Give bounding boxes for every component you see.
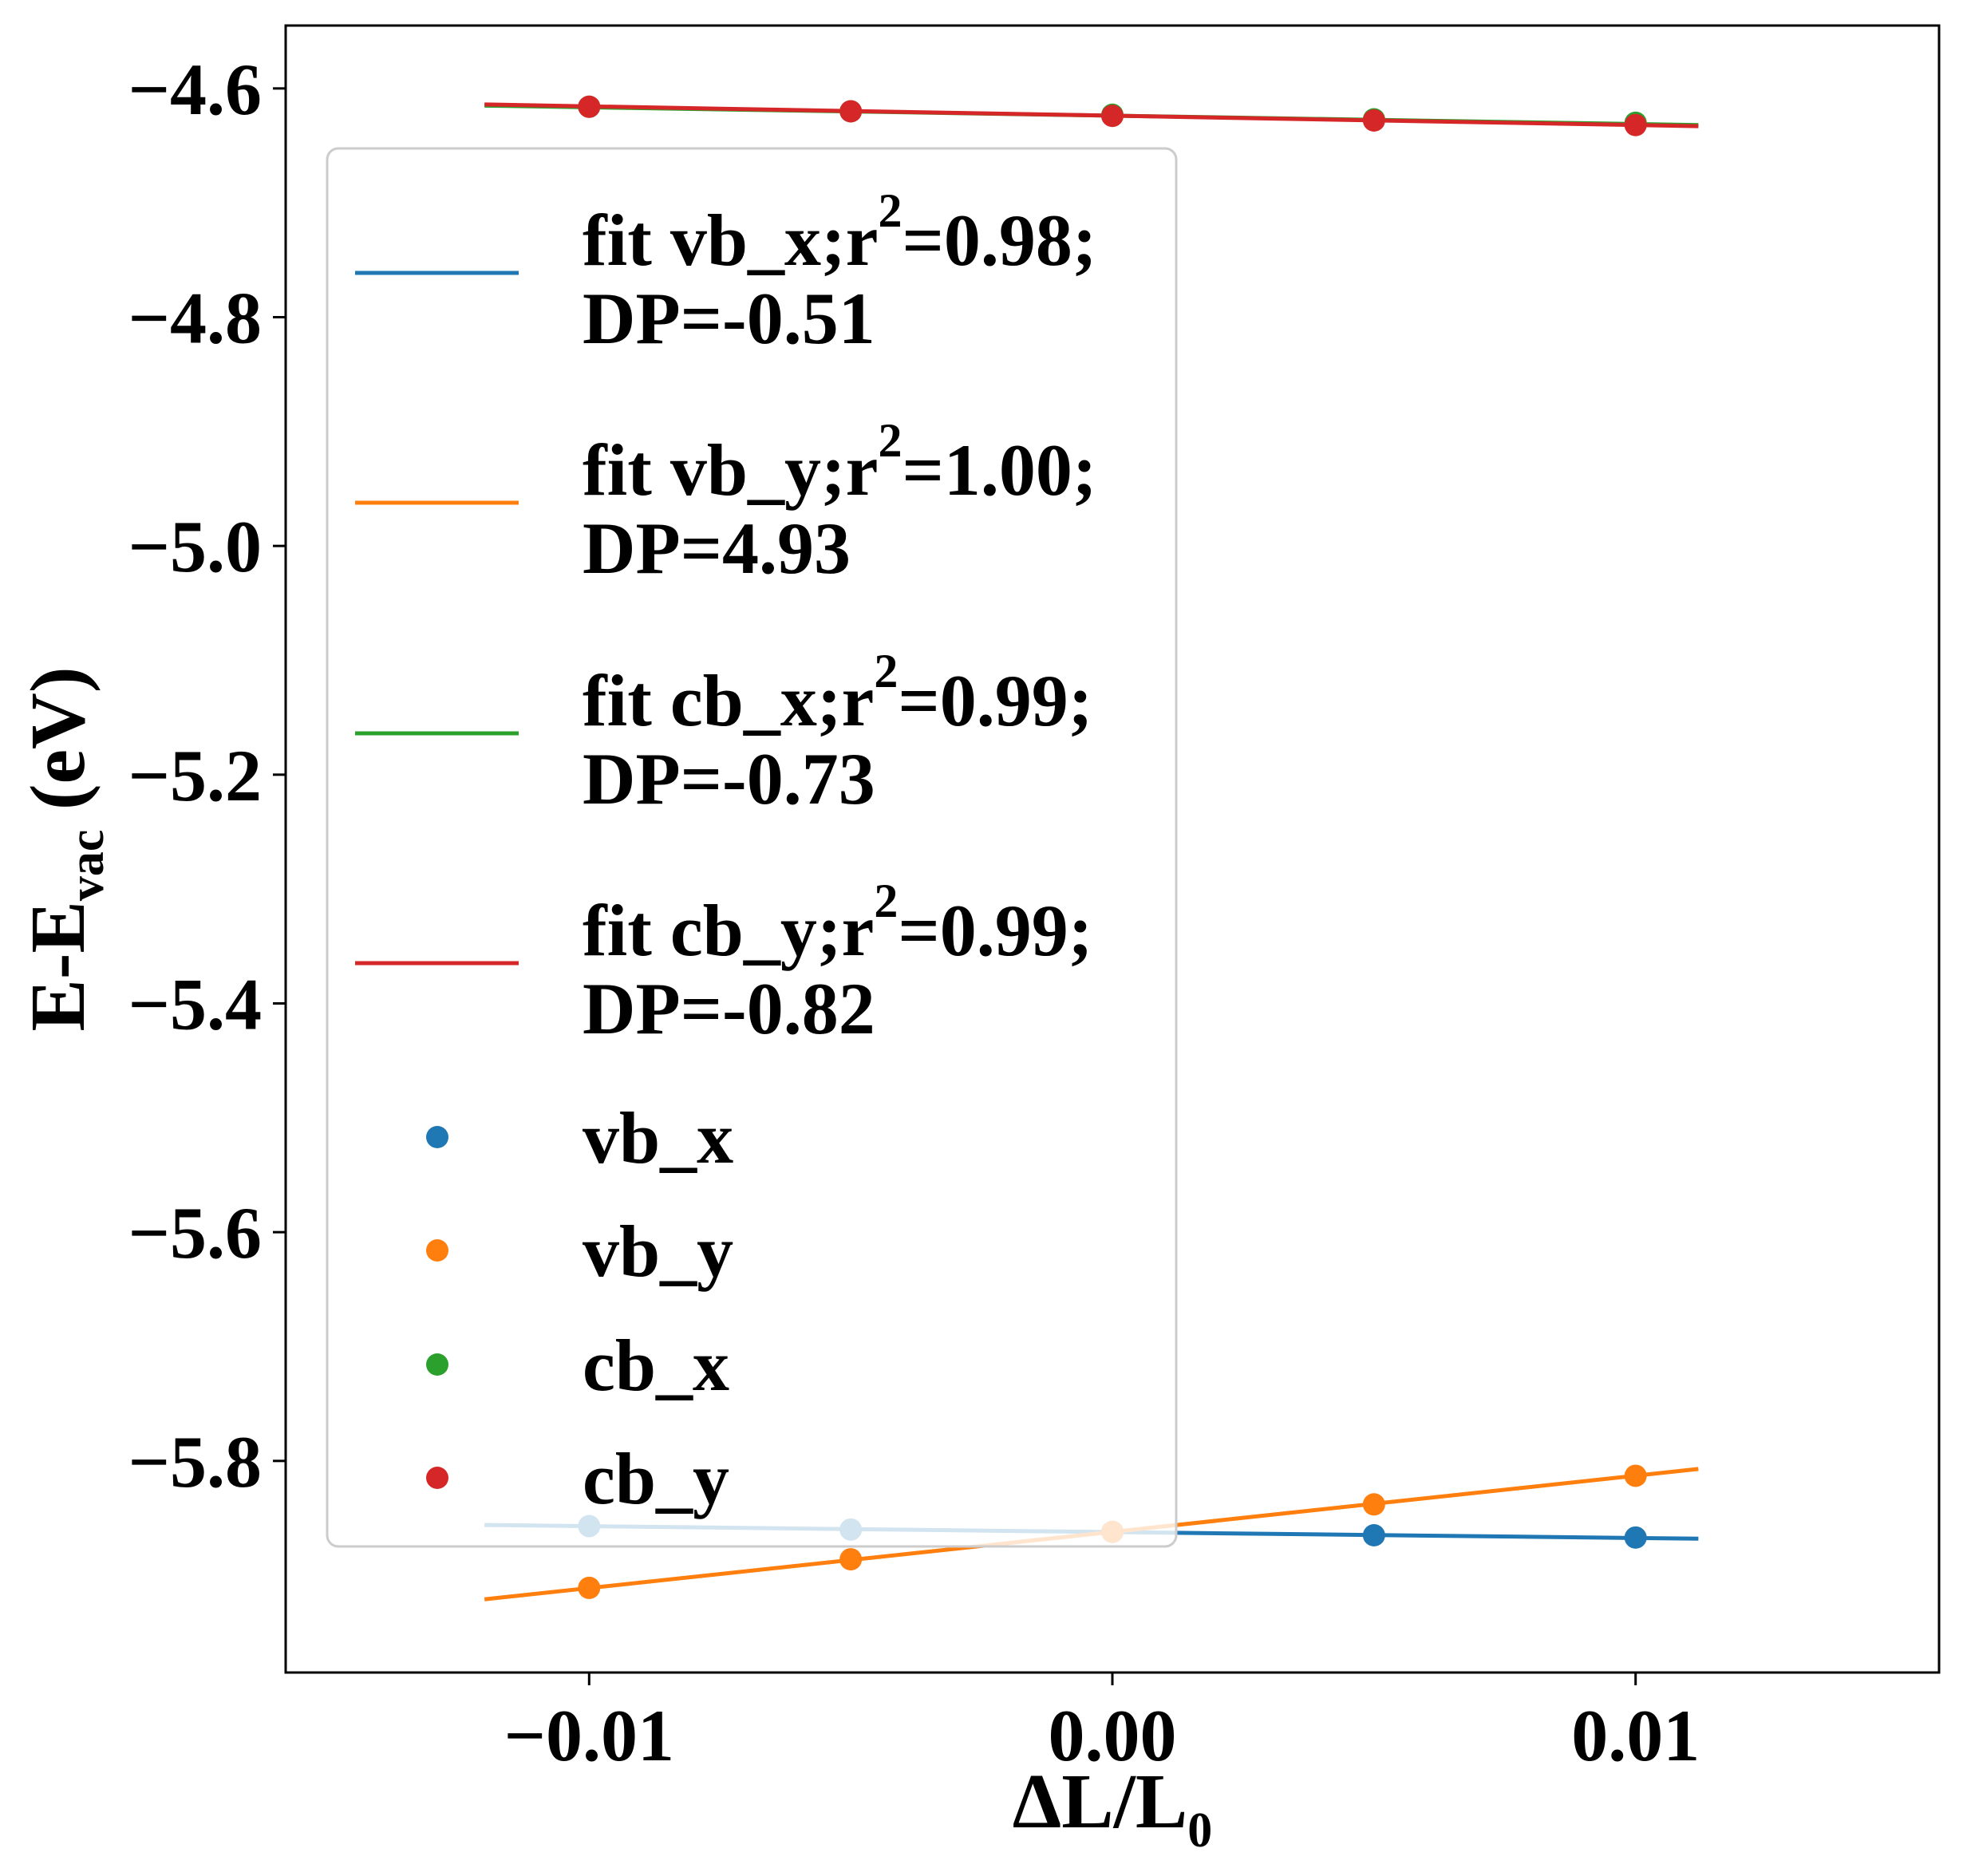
data-point-vb_y — [1362, 1493, 1385, 1516]
x-tick-label: 0.00 — [1049, 1695, 1177, 1776]
legend-dp-label-cb_y: DP=-0.82 — [583, 968, 875, 1049]
x-tick-label: 0.01 — [1571, 1695, 1700, 1776]
x-axis-title: ΔL/L0 — [1013, 1759, 1212, 1858]
legend-label-cb_x: cb_x — [583, 1325, 729, 1406]
legend-marker-cb_y — [426, 1467, 448, 1489]
y-axis-title: E-Evac (eV) — [15, 667, 114, 1032]
fit-line-cb_y — [484, 102, 1699, 128]
legend-label-vb_y: vb_y — [583, 1211, 733, 1292]
data-point-cb_y — [1624, 113, 1647, 136]
data-point-vb_y — [839, 1548, 863, 1571]
y-tick-label: −5.6 — [128, 1192, 262, 1274]
legend-fit-label-vb_x: fit vb_x;r2=0.98; — [583, 184, 1097, 281]
y-tick-label: −5.4 — [128, 964, 262, 1045]
legend-marker-cb_x — [426, 1353, 448, 1376]
x-tick-label: −0.01 — [504, 1695, 674, 1776]
legend-dp-label-vb_y: DP=4.93 — [583, 508, 851, 589]
y-tick-label: −5.0 — [128, 506, 262, 587]
legend-fit-label-cb_x: fit cb_x;r2=0.99; — [583, 645, 1092, 741]
data-point-cb_y — [578, 95, 601, 118]
data-point-vb_y — [1624, 1464, 1647, 1487]
data-point-cb_y — [1101, 105, 1124, 128]
data-point-vb_x — [1362, 1524, 1385, 1546]
y-tick-label: −5.2 — [128, 735, 262, 816]
y-tick-label: −4.8 — [128, 278, 262, 359]
legend-dp-label-vb_x: DP=-0.51 — [583, 278, 875, 359]
legend-label-cb_y: cb_y — [583, 1438, 729, 1519]
legend: fit vb_x;r2=0.98;DP=-0.51 fit vb_y;r2=1.0… — [326, 147, 1178, 1548]
data-point-vb_x — [1624, 1526, 1647, 1549]
y-tick-label: −4.6 — [128, 49, 262, 130]
legend-marker-vb_x — [426, 1126, 448, 1148]
legend-label-vb_x: vb_x — [583, 1097, 733, 1179]
y-tick-label: −5.8 — [128, 1421, 262, 1503]
data-point-cb_y — [839, 100, 863, 123]
legend-fit-label-vb_y: fit vb_y;r2=1.00; — [583, 414, 1097, 511]
axis-ticks: −4.6 −4.8 −5.0 −5.2 −5.4 −5.6 −5.8 −0.01 0.00 0.0… — [128, 49, 1700, 1776]
legend-box — [326, 147, 1178, 1548]
legend-dp-label-cb_x: DP=-0.73 — [583, 738, 875, 820]
data-point-cb_y — [1362, 109, 1385, 132]
legend-fit-label-cb_y: fit cb_y;r2=0.99; — [583, 875, 1092, 971]
data-point-vb_y — [578, 1576, 601, 1599]
legend-marker-vb_y — [426, 1239, 448, 1262]
